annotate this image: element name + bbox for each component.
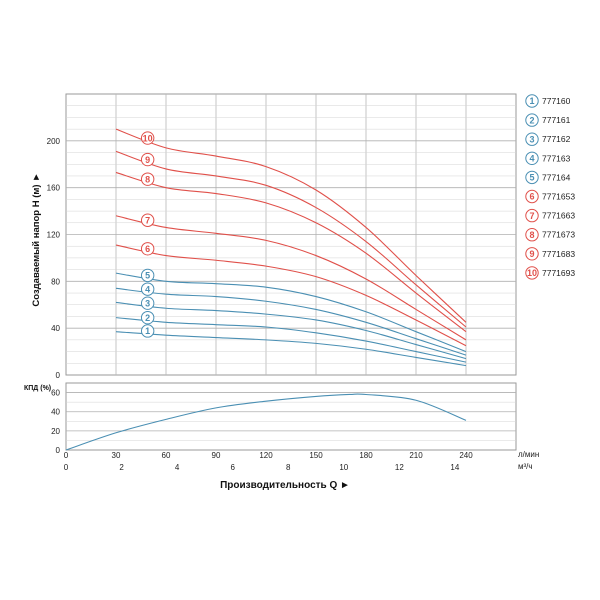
legend-marker-label-10: 10 <box>527 268 537 278</box>
curve-marker-label-4: 4 <box>145 284 150 294</box>
legend-marker-label-5: 5 <box>529 173 534 183</box>
curve-marker-label-9: 9 <box>145 155 150 165</box>
efficiency-y-tick-label: 20 <box>51 427 60 436</box>
curve-marker-3 <box>140 296 155 310</box>
legend-entry-8: 7771673 <box>542 230 575 240</box>
x-secondary-tick-label: 12 <box>395 463 404 472</box>
x-primary-tick-label: 120 <box>259 451 273 460</box>
x-secondary-unit: м³/ч <box>518 462 533 471</box>
curve-marker-4 <box>140 282 155 296</box>
legend-entry-3: 777162 <box>542 134 571 144</box>
head-curve-5 <box>115 272 467 353</box>
curve-marker-1 <box>140 324 155 338</box>
curve-marker-8 <box>140 172 155 186</box>
x-primary-tick-label: 0 <box>64 451 69 460</box>
head-curve-6 <box>115 244 467 347</box>
x-secondary-tick-label: 8 <box>286 463 291 472</box>
curve-marker-label-5: 5 <box>145 271 150 281</box>
curve-marker-label-1: 1 <box>145 326 150 336</box>
legend-entry-6: 7771653 <box>542 192 575 202</box>
legend-entry-2: 777161 <box>542 115 571 125</box>
head-curve-7 <box>115 215 467 341</box>
legend-marker-9 <box>525 247 539 261</box>
x-primary-tick-label: 180 <box>359 451 373 460</box>
head-y-tick-label: 160 <box>47 184 61 193</box>
legend-marker-label-1: 1 <box>529 96 534 106</box>
curve-marker-5 <box>140 268 155 283</box>
legend-entry-9: 7771683 <box>542 249 575 259</box>
curve-marker-10 <box>140 131 155 145</box>
head-curve-3 <box>115 301 467 360</box>
legend-marker-label-4: 4 <box>529 154 534 164</box>
legend-marker-10 <box>525 266 539 280</box>
legend-marker-6 <box>525 189 539 204</box>
x-primary-tick-label: 60 <box>162 451 171 460</box>
x-secondary-tick-label: 0 <box>64 463 69 472</box>
x-primary-tick-label: 210 <box>409 451 423 460</box>
legend-marker-label-7: 7 <box>529 211 534 221</box>
x-secondary-tick-label: 4 <box>175 463 180 472</box>
x-secondary-tick-label: 2 <box>119 463 124 472</box>
head-curve-2 <box>115 317 467 363</box>
legend-entry-10: 7771693 <box>542 268 575 278</box>
legend-marker-3 <box>525 132 539 146</box>
curve-marker-7 <box>140 213 155 227</box>
legend-entry-1: 777160 <box>542 96 571 106</box>
legend-entry-4: 777163 <box>542 153 571 163</box>
legend-marker-8 <box>525 228 539 242</box>
x-axis-title: Производительность Q ► <box>220 480 350 491</box>
x-secondary-tick-label: 10 <box>339 463 348 472</box>
x-primary-tick-label: 240 <box>459 451 473 460</box>
curve-marker-6 <box>140 242 155 256</box>
head-y-tick-label: 80 <box>51 277 60 286</box>
head-y-tick-label: 40 <box>51 324 60 333</box>
legend-marker-label-2: 2 <box>529 115 534 125</box>
legend-marker-5 <box>525 170 539 185</box>
legend-entry-5: 777164 <box>542 172 571 182</box>
efficiency-y-tick-label: 0 <box>56 446 61 455</box>
legend-marker-4 <box>525 151 539 166</box>
x-primary-unit: л/мин <box>518 450 539 459</box>
head-curve-4 <box>115 287 467 356</box>
head-curve-10 <box>115 128 467 323</box>
efficiency-y-tick-label: 60 <box>51 389 60 398</box>
legend-marker-7 <box>525 208 539 223</box>
head-curve-1 <box>115 331 467 367</box>
curve-marker-label-10: 10 <box>143 133 153 143</box>
x-secondary-tick-label: 6 <box>230 463 235 472</box>
head-y-tick-label: 200 <box>47 137 61 146</box>
legend-marker-label-8: 8 <box>529 230 534 240</box>
curve-marker-label-8: 8 <box>145 174 150 184</box>
efficiency-curve <box>65 393 467 451</box>
head-y-tick-label: 0 <box>56 371 61 380</box>
legend-marker-1 <box>525 94 539 108</box>
legend-marker-label-3: 3 <box>529 134 534 144</box>
curve-marker-9 <box>140 152 155 167</box>
x-primary-tick-label: 90 <box>212 451 221 460</box>
curve-marker-label-3: 3 <box>145 298 150 308</box>
legend-marker-2 <box>525 113 539 127</box>
x-secondary-tick-label: 14 <box>450 463 459 472</box>
curve-marker-2 <box>140 310 155 325</box>
curve-marker-label-2: 2 <box>145 313 150 323</box>
efficiency-y-axis-title: КПД (%) <box>24 385 51 392</box>
head-y-tick-label: 120 <box>47 231 61 240</box>
curve-marker-label-6: 6 <box>145 244 150 254</box>
legend-entry-7: 7771663 <box>542 211 575 221</box>
curve-marker-label-7: 7 <box>145 215 150 225</box>
head-y-axis-title: Создаваемый напор H (м) ► <box>31 172 42 306</box>
legend-marker-label-6: 6 <box>529 192 534 202</box>
efficiency-y-tick-label: 40 <box>51 408 60 417</box>
head-curve-8 <box>115 171 467 333</box>
x-primary-tick-label: 150 <box>309 451 323 460</box>
x-primary-tick-label: 30 <box>112 451 121 460</box>
legend-marker-label-9: 9 <box>529 249 534 259</box>
efficiency-plot-frame <box>65 382 517 451</box>
head-curve-9 <box>115 150 467 328</box>
